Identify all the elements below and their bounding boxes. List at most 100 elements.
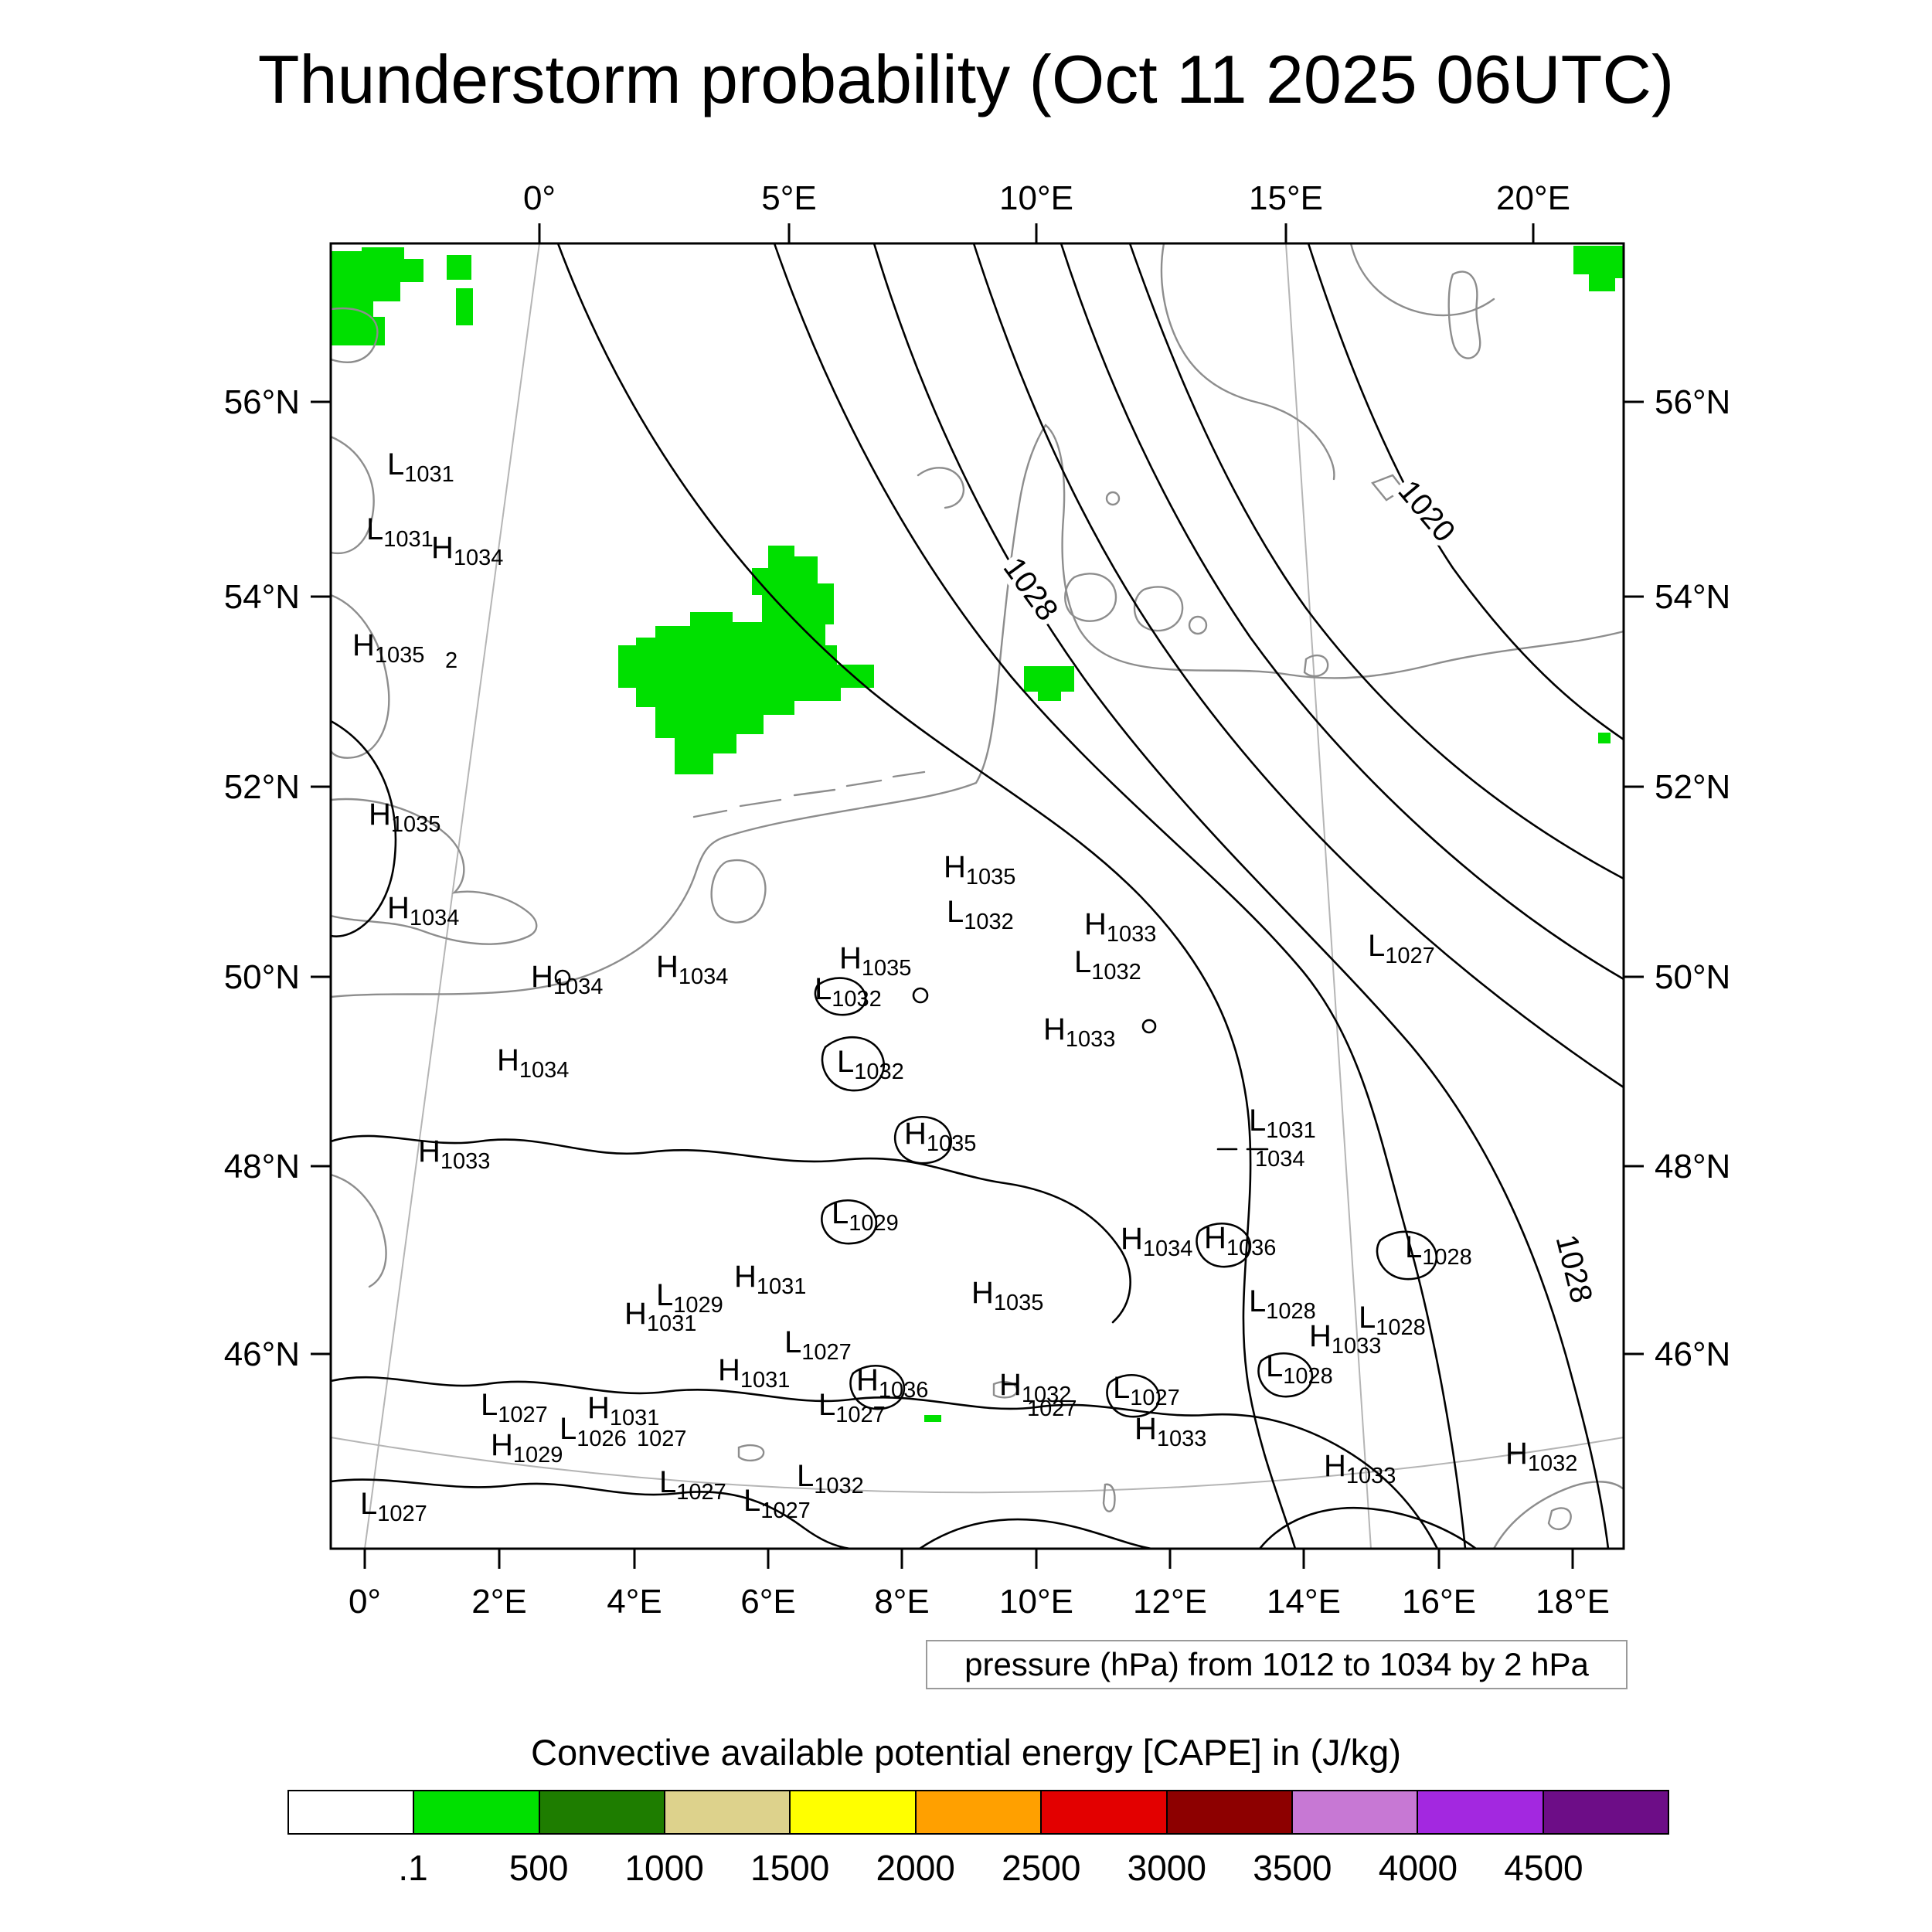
coast-ruegen xyxy=(1303,654,1329,678)
colorbar-segment xyxy=(289,1791,415,1833)
isobar-1028 xyxy=(872,242,1610,1550)
isobar-1034-wavy xyxy=(329,1134,1131,1324)
pressure-marker: L1032 xyxy=(837,1045,904,1084)
chart-title: Thunderstorm probability (Oct 11 2025 06… xyxy=(257,41,1675,117)
axis-label-top: 10°E xyxy=(999,179,1073,217)
axis-label-bottom: 6°E xyxy=(740,1583,795,1621)
colorbar-segment xyxy=(665,1791,791,1833)
isobar-south-band-1 xyxy=(329,1376,1439,1550)
coast-lake-geneva xyxy=(737,1444,765,1462)
pressure-marker: L1026 xyxy=(560,1412,627,1451)
colorbar-tick-label: 4000 xyxy=(1378,1848,1458,1888)
coast-small-island-1 xyxy=(1188,615,1208,635)
colorbar-tick-label: 2000 xyxy=(876,1848,955,1888)
axis-label-left: 54°N xyxy=(224,578,300,616)
pressure-caption: pressure (hPa) from 1012 to 1034 by 2 hP… xyxy=(926,1640,1628,1689)
axis-label-left: 48°N xyxy=(224,1148,300,1185)
colorbar-tick-label: 3000 xyxy=(1127,1848,1206,1888)
colorbar-segment xyxy=(414,1791,540,1833)
coast-france-west xyxy=(329,1173,387,1288)
coast-bornholm xyxy=(1371,474,1405,502)
axis-label-bottom: 12°E xyxy=(1133,1583,1207,1621)
cape-region-right-edge-speck xyxy=(1598,733,1611,743)
pressure-marker: L1032 xyxy=(1074,945,1141,985)
coast-island-oland xyxy=(1447,270,1481,359)
map-plot: 0° 5°E 10°E 15°E 20°E 0° 2°E 4°E 6°E 8°E 10°E 12°E 1… xyxy=(224,179,1731,1621)
coast-southeast-england xyxy=(329,798,538,945)
pressure-marker: H1036 xyxy=(856,1363,928,1403)
colorbar-segment xyxy=(916,1791,1043,1833)
pressure-marker: L1028 xyxy=(1266,1349,1333,1389)
pressure-marker: H1031 xyxy=(587,1391,659,1430)
pressure-marker: L1027 xyxy=(818,1388,886,1427)
colorbar-tick-label: 1000 xyxy=(624,1848,704,1888)
axis-label-left: 52°N xyxy=(224,768,300,806)
axis-label-top: 5°E xyxy=(761,179,816,217)
isobar-1032 xyxy=(556,242,1297,1550)
coast-frisian-islands xyxy=(692,770,926,818)
colorbar-segment xyxy=(1167,1791,1293,1833)
pressure-marker: L1032 xyxy=(815,972,882,1012)
axis-label-left: 46°N xyxy=(224,1335,300,1373)
pressure-marker: H1032 xyxy=(1505,1437,1577,1476)
pressure-marker: L1027 xyxy=(360,1487,427,1526)
colorbar-segment xyxy=(1292,1791,1419,1833)
coast-uk-east xyxy=(329,594,390,759)
cape-region-top-right xyxy=(1573,246,1624,291)
axis-label-right: 48°N xyxy=(1655,1148,1730,1185)
isobar-1026 xyxy=(972,242,1625,1089)
pressure-marker: L1028 xyxy=(1359,1301,1426,1340)
axis-label-right: 50°N xyxy=(1655,958,1730,996)
isobars xyxy=(329,242,1625,1550)
pressure-marker: L1032 xyxy=(797,1459,864,1498)
meridian-15 xyxy=(1285,243,1372,1549)
cape-region-south-speck xyxy=(924,1415,941,1422)
pressure-marker: L1028 xyxy=(1249,1284,1316,1324)
pressure-marker: H1035 xyxy=(971,1276,1043,1315)
axis-label-bottom: 0° xyxy=(349,1583,381,1621)
pressure-marker: 1034 xyxy=(1255,1147,1305,1172)
pressure-marker: L1028 xyxy=(1405,1230,1472,1270)
pressure-marker: H1034 xyxy=(431,531,503,570)
coast-small-island-2 xyxy=(1105,491,1121,506)
isobar-closed-cell-4 xyxy=(821,1199,878,1245)
colorbar-tick-label: 1500 xyxy=(750,1848,830,1888)
cape-region-scotland-2 xyxy=(447,255,473,325)
axis-label-right: 54°N xyxy=(1655,578,1730,616)
axis-label-top: 0° xyxy=(523,179,556,217)
isobar-1022 xyxy=(1128,242,1625,880)
pressure-marker: L1027 xyxy=(743,1484,811,1523)
coast-sweden-west xyxy=(1160,242,1335,481)
pressure-marker: L1031 xyxy=(1249,1104,1316,1143)
axis-label-right: 52°N xyxy=(1655,768,1730,806)
coastlines xyxy=(329,242,1625,1550)
colorbar-segment xyxy=(1042,1791,1168,1833)
isobar-1020 xyxy=(1307,242,1625,741)
axis-label-bottom: 8°E xyxy=(874,1583,929,1621)
isobar-label: 1028 xyxy=(1549,1231,1599,1306)
pressure-marker: H1035 xyxy=(944,850,1015,889)
axis-label-bottom: 4°E xyxy=(607,1583,662,1621)
cape-regions xyxy=(331,246,1624,1422)
colorbar-tick-label: 500 xyxy=(509,1848,569,1888)
coast-limfjord xyxy=(917,467,965,509)
colorbar-tick-label: 3500 xyxy=(1253,1848,1332,1888)
pressure-marker: H1033 xyxy=(1043,1012,1115,1052)
isobar-closed-dot-3 xyxy=(554,969,571,986)
isobar-closed-cell-9 xyxy=(1106,1373,1161,1418)
isobar-1024 xyxy=(1060,242,1625,981)
coast-istria xyxy=(1547,1507,1572,1530)
isobar-label: 1020 xyxy=(1392,474,1462,548)
pressure-marker: H1035 xyxy=(839,941,911,981)
pressure-marker: H1034 xyxy=(531,960,603,999)
parallel-45 xyxy=(330,1437,1624,1494)
cape-colorbar-ticks: .1 500 1000 1500 2000 2500 3000 3500 4000 4500 xyxy=(287,1847,1669,1893)
isobar-closed-dot-2 xyxy=(1141,1019,1157,1034)
pressure-marker: L1029 xyxy=(832,1196,899,1236)
pressure-marker: L1027 xyxy=(1113,1371,1180,1410)
axis-label-right: 56°N xyxy=(1655,383,1730,421)
cape-legend-title: Convective available potential energy [C… xyxy=(531,1732,1401,1773)
pressure-marker: H1033 xyxy=(1309,1319,1381,1359)
axis-label-bottom: 2°E xyxy=(471,1583,526,1621)
